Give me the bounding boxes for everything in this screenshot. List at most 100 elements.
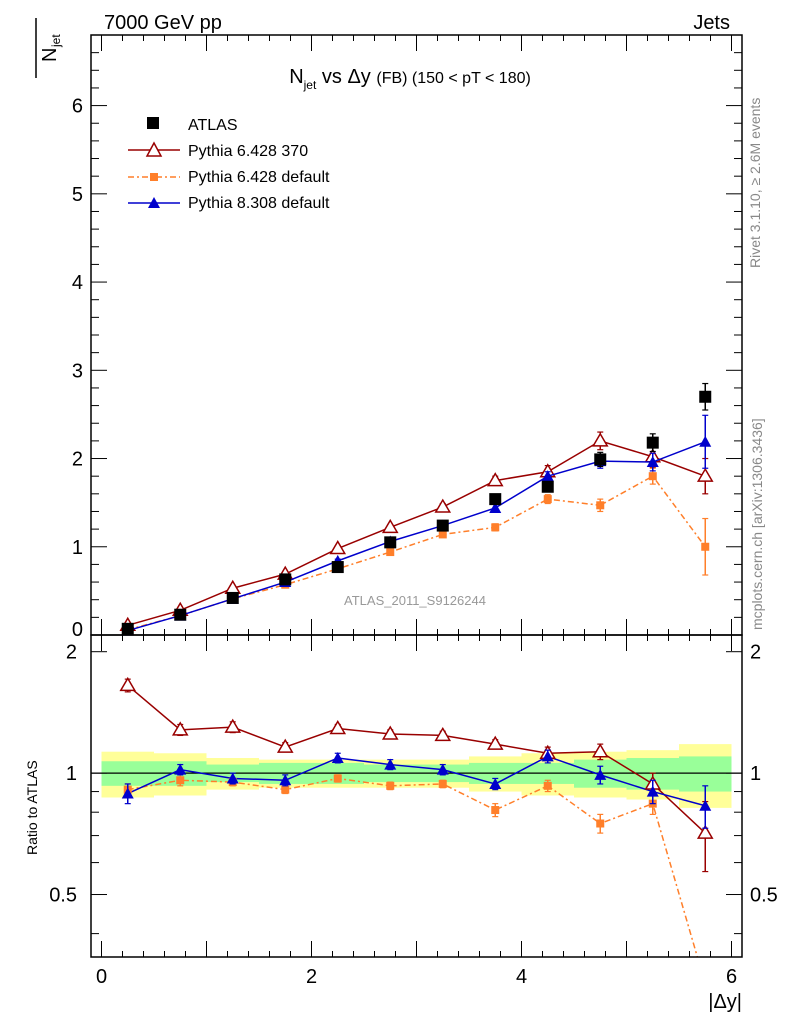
data-point-atlas xyxy=(436,519,449,532)
ratio-point-p6-default xyxy=(176,776,185,785)
data-point-atlas xyxy=(384,536,397,549)
y-tick-label-ratio-right: 0.5 xyxy=(750,885,778,907)
ratio-point-p8 xyxy=(436,763,449,775)
legend: ATLAS Pythia 6.428 370 Pythia 6.428 defa… xyxy=(128,117,330,212)
data-point-atlas xyxy=(541,480,554,493)
data-point-p6-370 xyxy=(329,540,347,555)
ratio-line-p6-370 xyxy=(127,684,706,834)
data-point-p6-default xyxy=(648,472,657,481)
header-right: Jets xyxy=(693,12,730,34)
data-point-atlas xyxy=(331,561,344,574)
ylabel-top-sub: jet xyxy=(49,34,63,48)
y-tick-label-ratio: 0.5 xyxy=(49,885,77,907)
ratio-point-p6-default xyxy=(386,781,395,790)
y-tick-label: 2 xyxy=(72,449,83,471)
ratio-panel-frame xyxy=(90,634,743,958)
ratio-point-p6-370 xyxy=(486,735,504,750)
series-line-p8 xyxy=(127,441,706,632)
ratio-point-p8 xyxy=(699,799,712,811)
data-point-p8 xyxy=(541,470,554,482)
data-point-p6-370 xyxy=(696,467,714,482)
ratio-point-p6-370 xyxy=(381,725,399,740)
y-tick-label: 3 xyxy=(72,360,83,382)
ratio-bands xyxy=(91,744,742,808)
ratio-point-p6-default xyxy=(438,779,447,788)
rivet-label: Rivet 3.1.10, ≥ 2.6M events xyxy=(747,98,763,268)
data-point-atlas xyxy=(646,436,659,449)
y-tick-label: 1 xyxy=(72,537,83,559)
title-range: (150 < pT < 180) xyxy=(407,70,530,87)
ratio-point-p6-370 xyxy=(224,718,242,733)
data-point-p6-default xyxy=(438,530,447,539)
legend-label-p6-370: Pythia 6.428 370 xyxy=(188,143,308,160)
legend-marker-atlas xyxy=(147,117,159,129)
data-point-atlas xyxy=(121,622,134,635)
ratio-point-p6-370 xyxy=(171,721,189,736)
title-n: N xyxy=(289,66,303,88)
data-point-atlas xyxy=(489,493,502,506)
ratio-point-p8 xyxy=(594,768,607,780)
legend-marker-p6-default xyxy=(150,173,158,181)
data-point-atlas xyxy=(279,573,292,586)
data-point-p6-default xyxy=(386,548,395,557)
ratio-point-p6-370 xyxy=(434,726,452,742)
ylabel-ratio: Ratio to ATLAS xyxy=(24,760,40,855)
y-tick-label: 4 xyxy=(72,272,83,294)
y-tick-label: 5 xyxy=(72,184,83,206)
data-point-p6-default xyxy=(701,542,710,551)
data-point-p8 xyxy=(646,456,659,468)
data-point-p8 xyxy=(489,501,502,513)
y-tick-label: 0 xyxy=(72,619,83,641)
y-tick-label-ratio-right: 1 xyxy=(750,763,761,785)
ylabel-top-main: N xyxy=(39,48,61,62)
data-point-p6-370 xyxy=(434,498,452,513)
y-tick-label-ratio: 2 xyxy=(66,642,77,664)
ratio-line-p8 xyxy=(127,755,706,807)
frames xyxy=(90,34,743,958)
ratio-point-p6-default xyxy=(596,819,605,828)
legend-label-p8: Pythia 8.308 default xyxy=(188,195,330,212)
data-point-atlas xyxy=(226,591,239,604)
data-point-p6-370 xyxy=(381,518,399,534)
data-point-p8 xyxy=(699,435,712,447)
data-point-atlas xyxy=(594,453,607,466)
ratio-point-p6-370 xyxy=(329,720,347,735)
ratio-point-p8 xyxy=(541,750,554,762)
y-tick-label-ratio-right: 2 xyxy=(750,642,761,664)
legend-marker-p6-370 xyxy=(145,141,163,157)
ratio-point-p8 xyxy=(121,787,134,799)
ratio-point-p8 xyxy=(174,763,187,775)
legend-label-atlas: ATLAS xyxy=(188,117,238,134)
ratio-point-p8 xyxy=(384,758,397,770)
legend-label-p6-default: Pythia 6.428 default xyxy=(188,169,330,186)
data-point-p6-default xyxy=(543,495,552,504)
x-tick-label: 6 xyxy=(726,966,737,988)
title-sub: jet xyxy=(303,78,317,92)
ratio-point-p6-370 xyxy=(119,676,137,692)
data-point-atlas xyxy=(699,390,712,403)
ratio-point-p6-default xyxy=(281,785,290,794)
title-fb: (FB) xyxy=(376,70,407,87)
series-line-p6-370 xyxy=(127,440,706,627)
data-point-p6-default xyxy=(596,501,605,510)
xlabel: |Δy| xyxy=(708,991,742,1013)
data-point-atlas xyxy=(174,608,187,621)
ratio-line-p6-default xyxy=(127,777,699,957)
ratio-point-p8 xyxy=(331,752,344,764)
ratio-point-p6-370 xyxy=(276,738,294,753)
y-tick-label-ratio: 1 xyxy=(66,763,77,785)
plot-title: Njet vs Δy (FB) (150 < pT < 180) xyxy=(289,66,531,92)
ylabel-top: N jet xyxy=(35,18,63,78)
ratio-point-p6-370 xyxy=(591,743,609,758)
y-tick-label: 6 xyxy=(72,96,83,118)
ratio-point-p8 xyxy=(226,772,239,784)
legend-marker-p8 xyxy=(148,197,160,208)
x-tick-label: 4 xyxy=(516,966,527,988)
ratio-point-p8 xyxy=(489,777,502,789)
x-tick-label: 0 xyxy=(96,966,107,988)
ratio-point-p6-default xyxy=(333,774,342,783)
ratio-series-group xyxy=(119,676,714,957)
data-marks xyxy=(119,382,714,957)
